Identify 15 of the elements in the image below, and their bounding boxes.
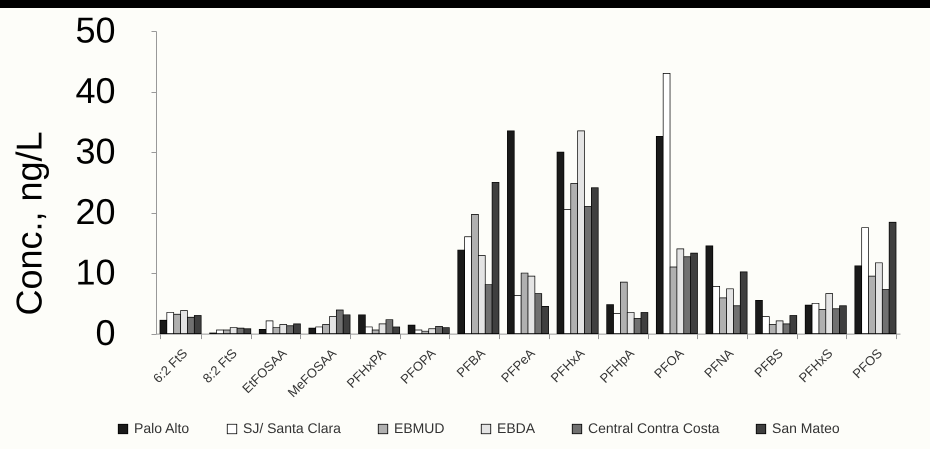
legend-label: SJ/ Santa Clara: [243, 420, 342, 436]
legend-label: EBMUD: [394, 420, 445, 436]
y-tick-label: 0: [95, 312, 116, 354]
legend-label: Palo Alto: [134, 420, 190, 436]
legend-label: EBDA: [497, 420, 536, 436]
legend-label: San Mateo: [772, 420, 840, 436]
y-tick-label: 10: [75, 252, 116, 293]
y-tick-label: 40: [75, 70, 116, 112]
legend-label: Central Contra Costa: [588, 420, 720, 436]
x-tick-label: 6:2 FtS: [150, 345, 191, 386]
y-tick-label: 20: [75, 191, 116, 232]
y-axis-title: Conc., ng/L: [8, 131, 50, 316]
x-tick-label: 8:2 FtS: [200, 345, 240, 386]
y-tick-label: 50: [75, 10, 116, 50]
y-tick-label: 30: [75, 130, 116, 172]
